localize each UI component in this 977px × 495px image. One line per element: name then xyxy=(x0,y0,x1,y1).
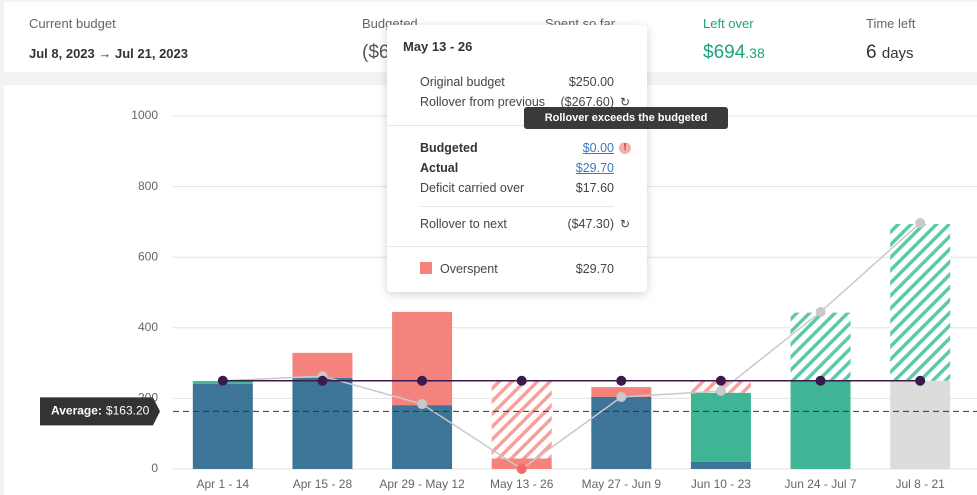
bar-segment xyxy=(790,380,851,469)
trend-point xyxy=(915,217,926,228)
bar-segment xyxy=(491,458,552,469)
rollover-icon: ↻ xyxy=(619,95,630,109)
x-tick-label: Apr 29 - May 12 xyxy=(379,477,465,491)
budget-point xyxy=(715,375,726,386)
label: Current budget xyxy=(29,16,116,31)
bar-segment xyxy=(591,396,652,469)
label: Left over xyxy=(703,16,754,31)
label: Original budget xyxy=(420,75,505,89)
bar-segment xyxy=(890,224,951,381)
value-link[interactable]: $29.70 xyxy=(575,161,614,175)
average-badge xyxy=(40,397,160,426)
y-tick-label: 800 xyxy=(138,179,158,193)
bar-segment xyxy=(690,392,751,462)
value-link[interactable]: $0.00 xyxy=(582,141,614,155)
row: Overspent $29.70 xyxy=(420,262,614,278)
x-tick-label: Apr 15 - 28 xyxy=(293,477,353,491)
budget-point xyxy=(516,375,527,386)
row: Deficit carried over $17.60 xyxy=(420,181,614,197)
time-left: 6 days xyxy=(866,42,914,64)
row: Budgeted $0.00! xyxy=(420,141,631,157)
label: Rollover from previous xyxy=(420,95,546,109)
rollover-icon: ↻ xyxy=(619,217,630,231)
trend-point xyxy=(516,464,527,474)
bar-segment xyxy=(491,380,552,459)
divider xyxy=(420,206,614,207)
x-tick-label: May 27 - Jun 9 xyxy=(582,477,662,491)
tooltip: May 13 - 26 Original budget $250.00 Rollo… xyxy=(387,25,647,292)
bar-segment xyxy=(292,377,353,469)
value: $29.70 xyxy=(575,262,614,276)
unit: days xyxy=(881,45,914,62)
swatch xyxy=(420,262,432,274)
row: Rollover to next ($47.30) ↻ xyxy=(420,217,630,233)
bar-segment xyxy=(690,461,751,469)
value: $17.60 xyxy=(575,181,614,195)
label: Time left xyxy=(866,16,916,31)
bar-segment xyxy=(790,312,851,381)
average-label: Average: $163.20 xyxy=(51,404,150,418)
cents: .38 xyxy=(745,45,765,61)
tooltip-title: May 13 - 26 xyxy=(403,39,473,54)
label: Actual xyxy=(420,161,459,175)
value: ($47.30) xyxy=(567,217,614,231)
x-tick-label: Jul 8 - 21 xyxy=(896,477,946,491)
value: $694 xyxy=(703,42,746,63)
bar-segment xyxy=(392,405,453,469)
label: Deficit carried over xyxy=(420,181,525,195)
y-tick-label: 400 xyxy=(138,320,158,334)
divider xyxy=(387,125,647,126)
x-tick-label: May 13 - 26 xyxy=(490,477,554,491)
y-tick-label: 600 xyxy=(138,249,158,263)
bar-segment xyxy=(192,383,253,469)
average-title: Average: xyxy=(51,404,102,418)
budget-point xyxy=(915,375,926,386)
trend-point xyxy=(715,385,726,396)
label: Rollover to next xyxy=(420,217,507,231)
warning-tooltip: Rollover exceeds the budgeted amount xyxy=(524,107,728,146)
bar-segment xyxy=(890,380,951,469)
x-tick-label: Apr 1 - 14 xyxy=(196,477,249,491)
row: Actual $29.70 xyxy=(420,161,614,177)
label: Budgeted xyxy=(420,141,478,155)
budget-point xyxy=(815,375,826,386)
budget-point xyxy=(417,375,428,386)
x-tick-label: Jun 24 - Jul 7 xyxy=(785,477,857,491)
budget-point xyxy=(317,375,328,386)
value: ($267.60) xyxy=(560,95,614,109)
left-over: $694.38 xyxy=(703,42,765,64)
divider xyxy=(387,246,647,247)
value: ($6 xyxy=(362,42,390,63)
budget-point xyxy=(217,375,228,386)
trend-point xyxy=(815,306,826,317)
x-tick-label: Jun 10 - 23 xyxy=(691,477,751,491)
budget-point xyxy=(616,375,627,386)
warning-icon[interactable]: ! xyxy=(619,142,631,154)
value: $250.00 xyxy=(568,75,614,89)
trend-point xyxy=(616,391,627,402)
value: 6 xyxy=(866,42,877,63)
trend-point xyxy=(417,399,428,410)
label: Overspent xyxy=(440,262,498,276)
average-value: $163.20 xyxy=(106,404,150,418)
row: Original budget $250.00 xyxy=(420,75,614,91)
y-tick-label: 0 xyxy=(151,461,158,475)
y-tick-label: 1000 xyxy=(131,108,158,122)
bar-segment xyxy=(392,311,453,406)
row: Rollover from previous ($267.60) ↻ xyxy=(420,95,630,111)
date-range[interactable]: Jul 8, 2023 → Jul 21, 2023 xyxy=(29,46,188,61)
